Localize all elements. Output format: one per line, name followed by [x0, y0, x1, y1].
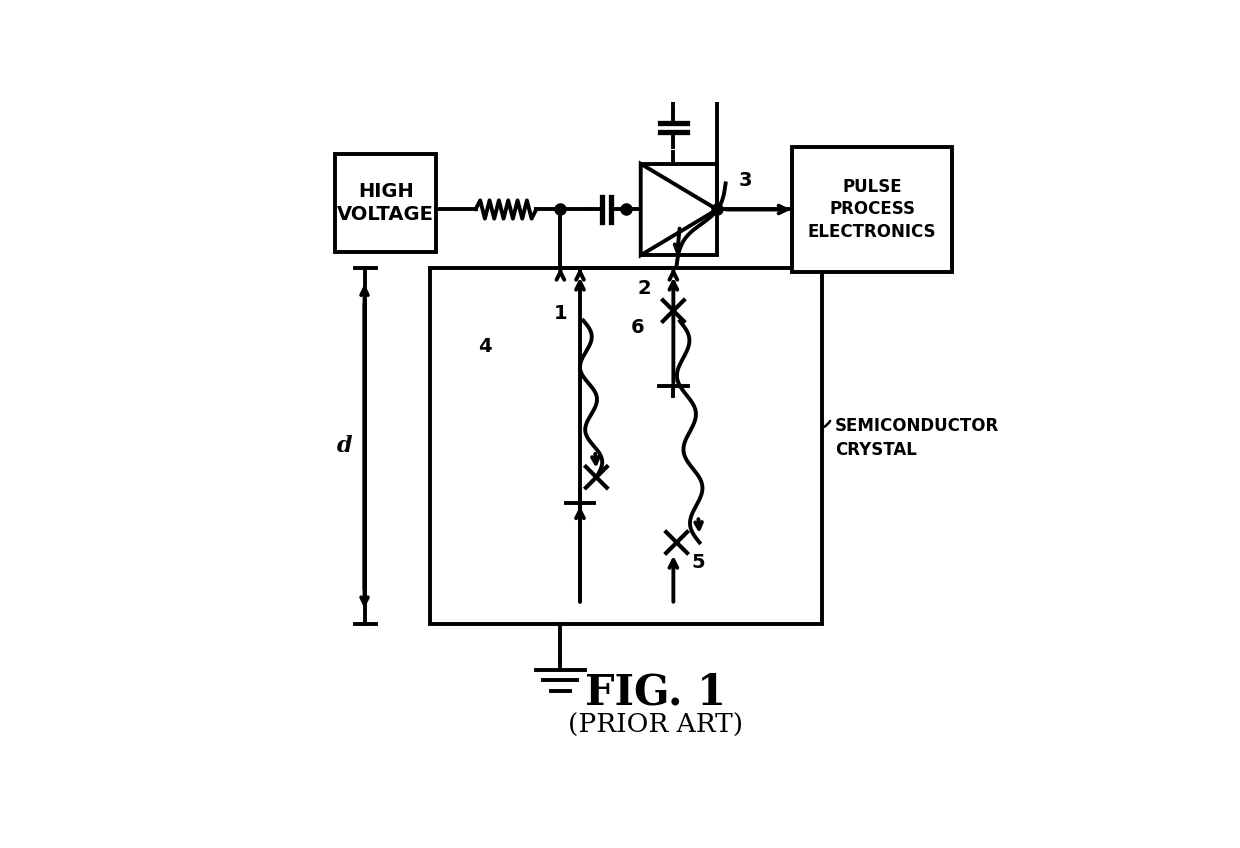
Text: d: d [337, 435, 352, 457]
Text: 4: 4 [479, 338, 492, 356]
Text: 5: 5 [691, 553, 704, 572]
Text: 6: 6 [631, 317, 645, 337]
Text: 1: 1 [553, 304, 567, 323]
Text: HIGH
VOLTAGE: HIGH VOLTAGE [337, 181, 434, 224]
Text: FIG. 1: FIG. 1 [584, 672, 725, 714]
Text: PULSE
PROCESS
ELECTRONICS: PULSE PROCESS ELECTRONICS [808, 178, 936, 241]
Bar [792, 148, 952, 271]
Text: (PRIOR ART): (PRIOR ART) [568, 713, 743, 738]
Polygon shape [641, 164, 717, 255]
Text: 3: 3 [739, 170, 753, 190]
Bar [641, 164, 717, 255]
Bar [335, 154, 436, 252]
Text: 2: 2 [637, 279, 651, 298]
Text: SEMICONDUCTOR
CRYSTAL: SEMICONDUCTOR CRYSTAL [835, 417, 999, 459]
Bar [430, 268, 822, 624]
